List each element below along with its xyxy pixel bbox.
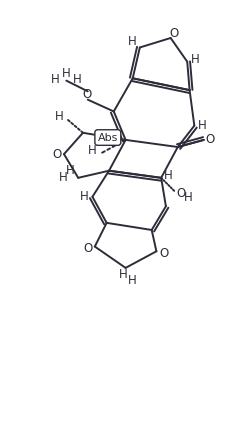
Text: O: O [159, 247, 168, 260]
Text: H: H [191, 53, 200, 66]
Text: H: H [59, 171, 67, 184]
Text: O: O [205, 133, 214, 146]
Text: H: H [51, 73, 60, 86]
Text: H: H [88, 144, 97, 157]
Text: O: O [52, 148, 62, 161]
Text: H: H [164, 169, 173, 182]
Text: H: H [128, 274, 137, 287]
Text: H: H [80, 190, 88, 203]
Text: H: H [55, 110, 64, 123]
Text: O: O [169, 27, 179, 40]
Text: H: H [62, 67, 71, 80]
Text: H: H [198, 119, 207, 132]
Text: O: O [82, 88, 91, 101]
Text: O: O [177, 187, 186, 200]
Text: H: H [66, 164, 74, 177]
Text: H: H [184, 192, 193, 205]
Text: Abs: Abs [98, 133, 118, 143]
Text: H: H [128, 35, 137, 48]
Text: H: H [119, 268, 128, 281]
Text: O: O [83, 242, 92, 255]
Text: H: H [73, 73, 81, 86]
